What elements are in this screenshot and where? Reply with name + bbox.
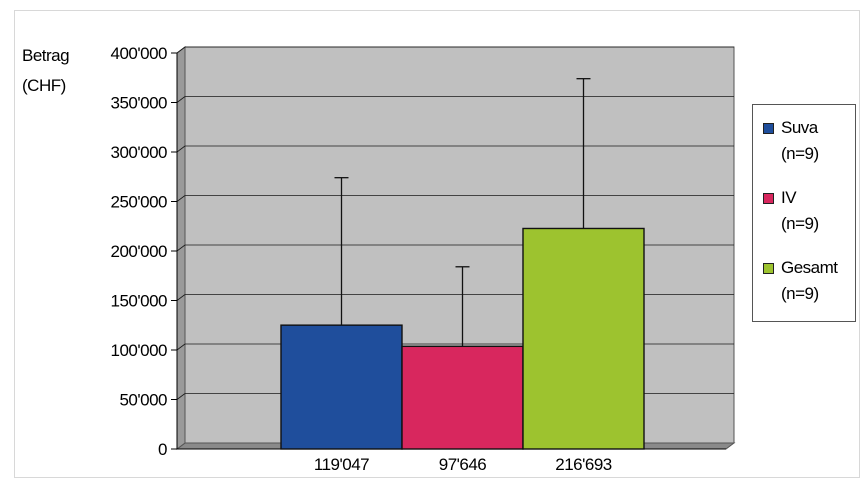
legend-label-suva: Suva xyxy=(781,118,818,137)
gridline-side xyxy=(176,46,186,54)
y-tick-label: 100'000 xyxy=(111,341,168,360)
gridline-side xyxy=(176,145,186,153)
x-tick-label: 97'646 xyxy=(439,455,487,474)
gridline-side xyxy=(176,244,186,252)
y-tick-label: 0 xyxy=(158,440,167,459)
y-axis-label-line-1: Betrag xyxy=(22,46,70,65)
legend-item-gesamt: Gesamt (n=9) xyxy=(753,253,855,323)
legend-count-iv: (n=9) xyxy=(781,214,819,233)
legend-count-suva: (n=9) xyxy=(781,144,819,163)
legend-item-iv: IV (n=9) xyxy=(753,183,855,253)
legend-count-gesamt: (n=9) xyxy=(781,284,819,303)
y-tick-label: 50'000 xyxy=(119,391,167,410)
legend-swatch-suva xyxy=(763,123,774,134)
y-tick-label: 300'000 xyxy=(111,143,168,162)
bar-suva xyxy=(280,324,403,450)
gridline-side xyxy=(176,195,186,202)
bar-gesamt xyxy=(522,227,645,450)
legend: Suva (n=9) IV (n=9) Gesamt (n=9) xyxy=(752,104,856,322)
y-tick-label: 350'000 xyxy=(111,94,168,113)
y-axis-label-line-2: (CHF) xyxy=(22,76,66,95)
gridline-side xyxy=(176,393,186,400)
gridline-side xyxy=(176,96,186,103)
y-tick-label: 200'000 xyxy=(111,242,168,261)
legend-item-suva: Suva (n=9) xyxy=(753,113,855,183)
x-tick-label: 119'047 xyxy=(314,455,369,474)
gridline-side xyxy=(176,294,186,301)
x-tick-label: 216'693 xyxy=(555,455,612,474)
legend-swatch-iv xyxy=(763,193,774,204)
legend-label-gesamt: Gesamt xyxy=(781,258,838,277)
legend-swatch-gesamt xyxy=(763,263,774,274)
bar-iv xyxy=(401,345,524,450)
y-tick-label: 150'000 xyxy=(111,292,168,311)
y-tick-label: 400'000 xyxy=(111,44,168,63)
legend-label-iv: IV xyxy=(781,188,797,207)
gridline-side xyxy=(176,343,186,351)
y-tick-label: 250'000 xyxy=(111,193,168,212)
